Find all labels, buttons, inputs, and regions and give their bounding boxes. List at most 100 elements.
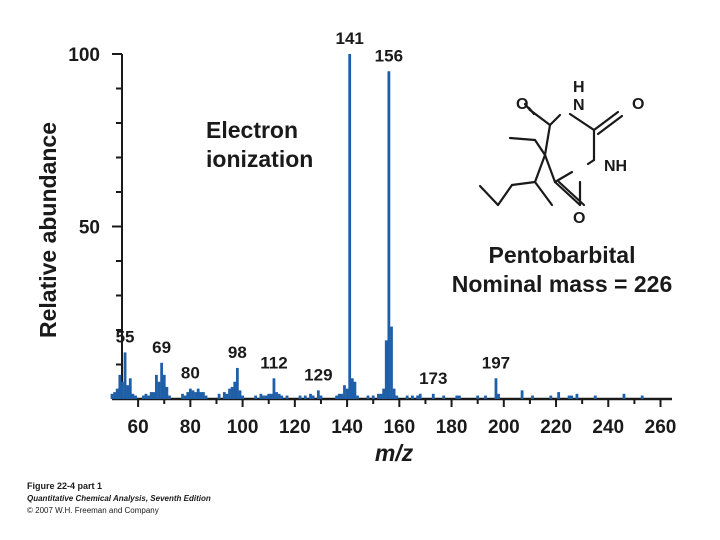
peak-bar	[567, 395, 571, 399]
peak-bar	[259, 393, 263, 399]
atom-h: H	[573, 79, 585, 96]
atom-o-left: O	[516, 96, 528, 113]
peak-bar	[303, 395, 307, 399]
peak-bar	[382, 388, 386, 399]
peak-bar	[254, 395, 258, 399]
peak-label: 98	[228, 343, 247, 362]
peak-bar	[262, 395, 265, 399]
peak-bar	[356, 395, 359, 399]
peak-bar	[622, 393, 626, 399]
peak-label: 112	[260, 353, 287, 372]
peak-bar	[194, 392, 197, 399]
peak-bar	[340, 393, 344, 399]
peak-label: 129	[304, 365, 332, 384]
peak-bar	[230, 386, 234, 399]
x-axis: 60 80 100 120 140 160 180 200 220 240 260	[112, 397, 676, 438]
peak-bar	[575, 393, 579, 399]
peak-bar	[233, 381, 237, 399]
pentobarbital-structure	[478, 102, 624, 207]
peak-bar	[183, 395, 187, 399]
peak-bar	[157, 381, 161, 399]
peak-bar	[235, 367, 239, 399]
peak-bar	[188, 388, 192, 399]
atom-o-bottom: O	[573, 210, 585, 227]
peak-bar	[168, 395, 171, 399]
peak-bar	[377, 393, 380, 399]
peak-bar	[570, 395, 574, 399]
peak-bar	[348, 54, 352, 399]
x-tick-label: 100	[227, 417, 259, 438]
peak-bar	[155, 374, 158, 399]
peak-bar	[269, 393, 273, 399]
peak-bar	[131, 393, 135, 399]
atom-o-right: O	[632, 96, 644, 113]
peak-bar	[196, 388, 200, 399]
peak-bar	[387, 71, 391, 399]
peak-label: 141	[336, 29, 364, 48]
peak-label: 197	[482, 353, 510, 372]
peak-bar	[285, 395, 289, 399]
spectrum-peaks	[110, 54, 644, 399]
peak-bar	[366, 395, 370, 399]
peak-bar	[457, 395, 461, 399]
y-tick-label: 50	[79, 218, 100, 239]
peak-bar	[238, 390, 242, 399]
x-tick-label: 160	[383, 417, 415, 438]
peak-bar	[275, 392, 278, 399]
peak-bar	[126, 385, 130, 399]
figure-caption: Figure 22-4 part 1	[27, 481, 103, 491]
peak-bar	[152, 392, 156, 399]
peak-bar	[410, 395, 414, 399]
x-tick-label: 240	[592, 417, 624, 438]
y-tick-label: 100	[68, 45, 100, 66]
peak-bar	[147, 395, 150, 399]
peak-bar	[640, 395, 644, 399]
peak-bar	[134, 395, 137, 399]
peak-bar	[123, 352, 127, 399]
peak-bar	[121, 381, 124, 399]
peak-bar	[345, 388, 349, 399]
x-tick-label: 60	[128, 417, 149, 438]
x-axis-title: m/z	[375, 440, 414, 466]
x-tick-label: 200	[488, 417, 520, 438]
x-tick-label: 220	[540, 417, 572, 438]
peak-bar	[442, 395, 446, 399]
peak-bar	[141, 395, 145, 399]
peak-bar	[217, 393, 221, 399]
peak-bar	[128, 378, 132, 399]
peak-bar	[343, 385, 346, 399]
x-tick-label: 140	[331, 417, 363, 438]
peak-bar	[311, 395, 315, 399]
x-tick-label: 80	[180, 417, 201, 438]
peak-bar	[298, 395, 302, 399]
peak-bar	[497, 393, 500, 399]
peak-bar	[353, 381, 357, 399]
peak-bar	[431, 393, 435, 399]
peak-bar	[118, 374, 122, 399]
peak-bar	[160, 362, 164, 399]
peak-bar	[593, 395, 597, 399]
method-label-line1: Electron	[206, 117, 298, 143]
peak-bar	[335, 395, 339, 399]
book-title: Quantitative Chemical Analysis, Seventh …	[27, 494, 211, 503]
peak-bar	[549, 395, 553, 399]
peak-labels: 55 69 80 98 112 129 141 156 173 197	[116, 29, 511, 388]
peak-bar	[222, 392, 226, 399]
peak-bar	[149, 392, 153, 399]
atom-n-top: N	[573, 97, 585, 114]
nominal-mass: Nominal mass = 226	[452, 271, 673, 297]
peak-bar	[390, 326, 393, 399]
peak-bar	[309, 393, 312, 399]
method-label-line2: ionization	[206, 146, 313, 172]
peak-bar	[350, 378, 354, 399]
peak-bar	[186, 392, 190, 399]
peak-bar	[181, 393, 184, 399]
peak-label: 156	[375, 46, 403, 65]
peak-label: 55	[116, 327, 135, 346]
compound-name: Pentobarbital	[489, 242, 636, 268]
peak-bar	[110, 393, 114, 399]
peak-bar	[379, 393, 383, 399]
peak-bar	[225, 393, 229, 399]
peak-bar	[264, 395, 268, 399]
